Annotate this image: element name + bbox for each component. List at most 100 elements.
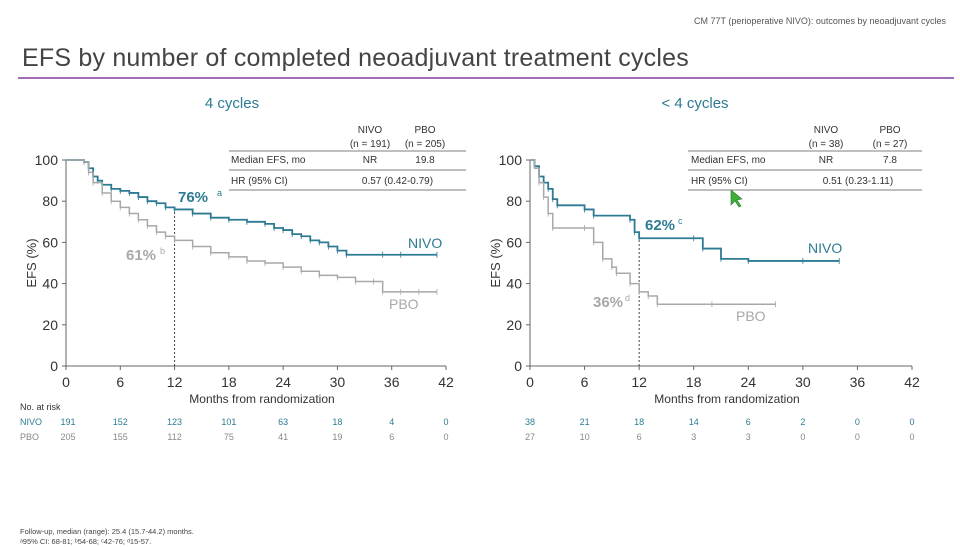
x-tick-label: 18 xyxy=(686,374,702,390)
at-risk-nivo-count: 101 xyxy=(221,417,236,427)
mouse-cursor-icon xyxy=(730,189,743,208)
x-tick-label: 30 xyxy=(795,374,811,390)
landmark-annotation-nivo: 62% xyxy=(645,217,675,234)
km-curve-pbo xyxy=(530,159,776,305)
at-risk-nivo-count: 14 xyxy=(689,417,699,427)
x-tick-label: 24 xyxy=(740,374,756,390)
x-axis-label: Months from randomization xyxy=(189,392,334,406)
table-header-nivo: NIVO xyxy=(358,125,383,136)
table-row-label: HR (95% CI) xyxy=(231,176,288,187)
x-tick-label: 30 xyxy=(330,374,346,390)
table-header-pbo: PBO xyxy=(879,125,900,136)
x-tick-label: 42 xyxy=(904,374,920,390)
y-tick-label: 60 xyxy=(42,234,58,250)
table-header-nivo-n: (n = 38) xyxy=(809,139,844,150)
x-axis-label: Months from randomization xyxy=(654,392,799,406)
at-risk-pbo-count: 41 xyxy=(278,432,288,442)
y-axis-label: EFS (%) xyxy=(488,238,503,287)
at-risk-nivo-count: 21 xyxy=(580,417,590,427)
at-risk-nivo-count: 6 xyxy=(746,417,751,427)
at-risk-pbo-count: 27 xyxy=(525,432,535,442)
y-tick-label: 40 xyxy=(42,276,58,292)
at-risk-pbo-count: 0 xyxy=(855,432,860,442)
y-tick-label: 100 xyxy=(35,152,59,168)
series-label-pbo: PBO xyxy=(736,308,766,324)
landmark-annotation-nivo: 76% xyxy=(178,189,208,206)
at-risk-pbo-count: 3 xyxy=(746,432,751,442)
at-risk-pbo-count: 19 xyxy=(332,432,342,442)
table-header-nivo: NIVO xyxy=(814,125,839,136)
y-tick-label: 40 xyxy=(506,276,522,292)
table-row-label: HR (95% CI) xyxy=(691,176,748,187)
y-tick-label: 20 xyxy=(506,317,522,333)
at-risk-pbo-count: 75 xyxy=(224,432,234,442)
km-curve-nivo xyxy=(530,159,840,262)
at-risk-nivo-count: 0 xyxy=(443,417,448,427)
y-tick-label: 80 xyxy=(42,193,58,209)
at-risk-pbo-count: 3 xyxy=(691,432,696,442)
at-risk-pbo-count: 155 xyxy=(113,432,128,442)
y-tick-label: 100 xyxy=(499,152,523,168)
series-label-pbo: PBO xyxy=(389,296,419,312)
y-tick-label: 60 xyxy=(506,234,522,250)
at-risk-nivo-count: 0 xyxy=(855,417,860,427)
y-tick-label: 0 xyxy=(50,358,58,374)
table-header-pbo: PBO xyxy=(414,125,435,136)
at-risk-nivo-count: 38 xyxy=(525,417,535,427)
annotation-superscript: b xyxy=(160,246,165,256)
table-cell-hr: 0.57 (0.42-0.79) xyxy=(362,176,433,187)
at-risk-nivo-count: 191 xyxy=(60,417,75,427)
table-header-nivo-n: (n = 191) xyxy=(350,139,390,150)
at-risk-pbo-count: 0 xyxy=(909,432,914,442)
table-cell-pbo: 7.8 xyxy=(883,155,897,166)
at-risk-pbo-count: 10 xyxy=(580,432,590,442)
x-tick-label: 24 xyxy=(275,374,291,390)
table-cell-pbo: 19.8 xyxy=(415,155,435,166)
chart-title: < 4 cycles xyxy=(661,95,728,112)
y-tick-label: 80 xyxy=(506,193,522,209)
at-risk-pbo-count: 112 xyxy=(167,432,181,442)
table-cell-nivo: NR xyxy=(363,155,377,166)
series-label-nivo: NIVO xyxy=(408,235,442,251)
at-risk-nivo-count: 18 xyxy=(332,417,342,427)
at-risk-nivo-count: 4 xyxy=(389,417,394,427)
at-risk-nivo-count: 152 xyxy=(113,417,128,427)
table-cell-hr: 0.51 (0.23-1.11) xyxy=(823,176,893,187)
x-tick-label: 36 xyxy=(384,374,400,390)
annotation-superscript: d xyxy=(625,293,630,303)
landmark-annotation-pbo: 36% xyxy=(593,294,623,311)
at-risk-nivo-count: 123 xyxy=(167,417,182,427)
y-tick-label: 20 xyxy=(42,317,58,333)
at-risk-row-name-nivo: NIVO xyxy=(20,417,42,427)
x-tick-label: 18 xyxy=(221,374,237,390)
at-risk-pbo-count: 6 xyxy=(637,432,642,442)
table-row-label: Median EFS, mo xyxy=(231,155,306,166)
x-tick-label: 0 xyxy=(62,374,70,390)
at-risk-nivo-count: 63 xyxy=(278,417,288,427)
series-label-nivo: NIVO xyxy=(808,240,842,256)
at-risk-pbo-count: 205 xyxy=(60,432,75,442)
x-tick-label: 12 xyxy=(167,374,183,390)
x-tick-label: 0 xyxy=(526,374,534,390)
slide-header-tag: CM 77T (perioperative NIVO): outcomes by… xyxy=(694,16,946,26)
y-tick-label: 0 xyxy=(514,358,522,374)
annotation-superscript: a xyxy=(217,188,222,198)
page-title: EFS by number of completed neoadjuvant t… xyxy=(22,44,689,72)
annotation-superscript: c xyxy=(678,216,683,226)
chart-title: 4 cycles xyxy=(205,95,259,112)
table-row-label: Median EFS, mo xyxy=(691,155,766,166)
at-risk-row-name-pbo: PBO xyxy=(20,432,39,442)
landmark-annotation-pbo: 61% xyxy=(126,247,156,264)
at-risk-nivo-count: 2 xyxy=(800,417,805,427)
x-tick-label: 12 xyxy=(631,374,647,390)
footnote-followup: Follow-up, median (range): 25.4 (15.7-44… xyxy=(20,527,194,536)
at-risk-nivo-count: 0 xyxy=(909,417,914,427)
title-divider xyxy=(18,77,954,79)
at-risk-label: No. at risk xyxy=(20,402,61,412)
table-header-pbo-n: (n = 205) xyxy=(405,139,445,150)
table-header-pbo-n: (n = 27) xyxy=(873,139,908,150)
footnote-ci: ᵃ95% CI: 68-81; ᵇ54-68; ᶜ42-76; ᵈ15-57. xyxy=(20,537,152,546)
